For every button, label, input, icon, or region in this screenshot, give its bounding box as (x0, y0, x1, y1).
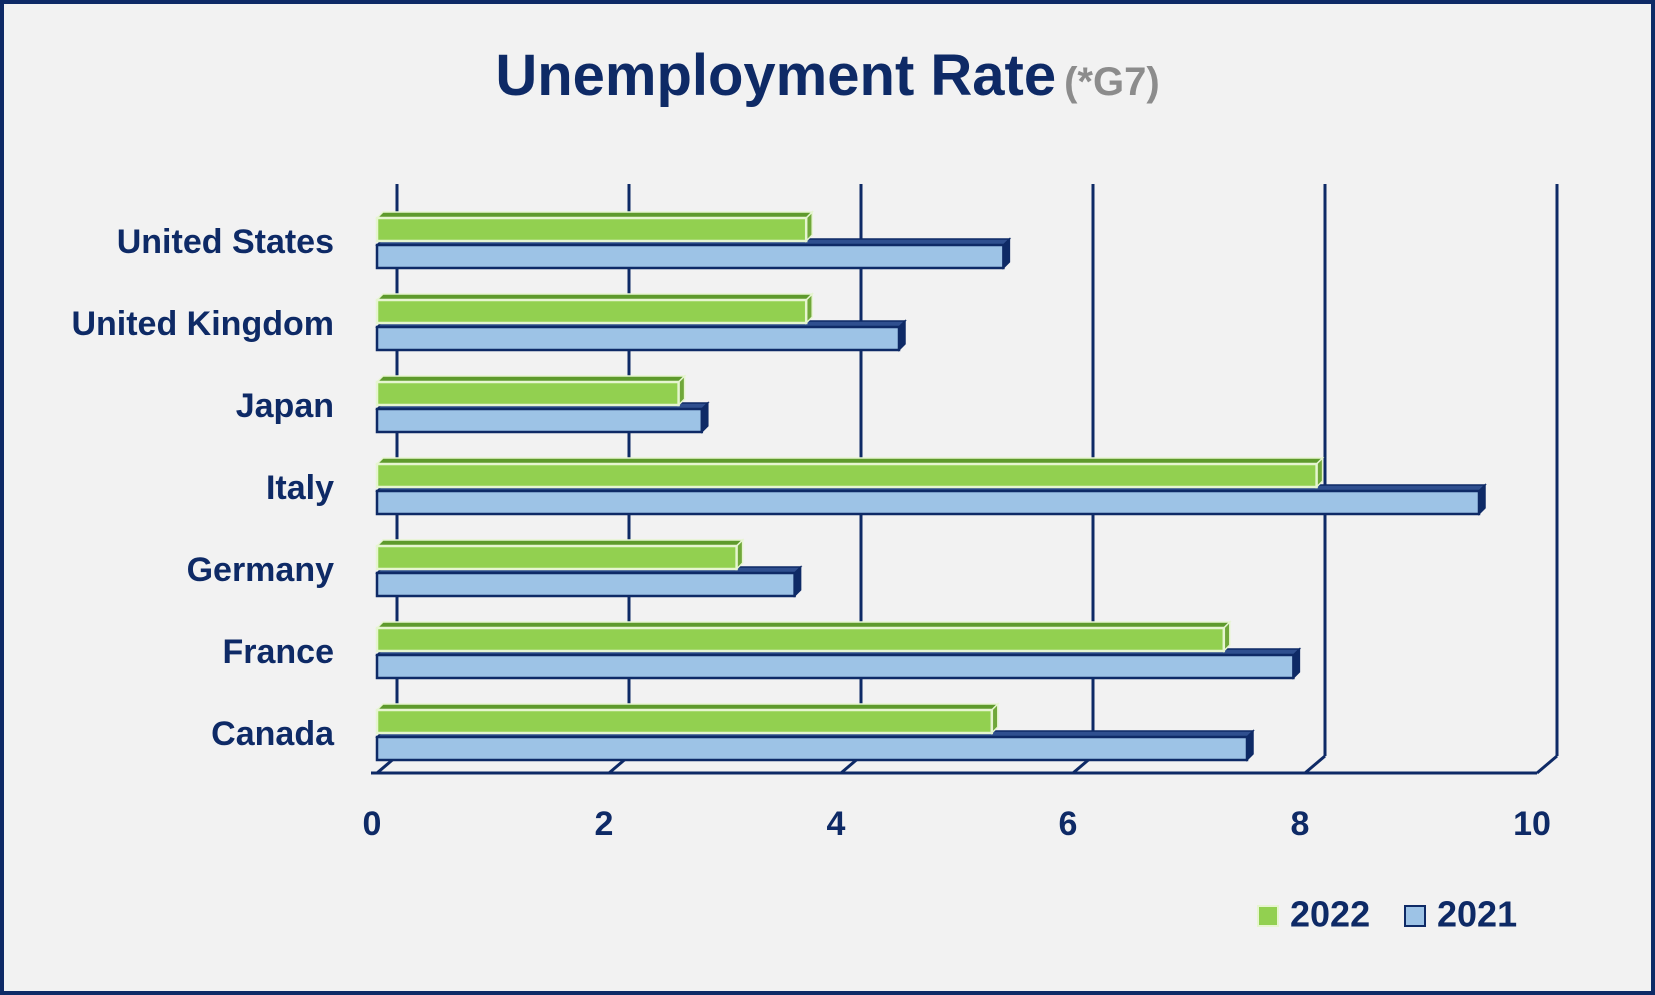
category-label: Canada (211, 715, 335, 753)
category-label: United Kingdom (71, 305, 334, 343)
legend-label: 2022 (1290, 894, 1370, 935)
floor-tick (1536, 754, 1558, 775)
bar-2021-france (375, 647, 1302, 680)
bar-2022-france (375, 620, 1232, 653)
x-tick-label: 0 (363, 805, 382, 843)
bar-2022-italy (375, 456, 1325, 489)
category-label: Italy (266, 469, 334, 507)
category-label: France (223, 633, 335, 671)
bar-2022-united-kingdom (375, 292, 815, 325)
legend-swatch (1257, 905, 1279, 927)
chart-title: Unemployment Rate (*G7) (0, 42, 1655, 109)
bar-2021-japan (375, 401, 710, 434)
x-tick-labels: 0 2 4 6 8 10 (363, 805, 1551, 843)
bars (375, 210, 1487, 762)
legend-label: 2021 (1437, 894, 1517, 935)
legend-item: 2022 (1257, 894, 1370, 935)
bar-2021-canada (375, 729, 1255, 762)
x-tick-label: 6 (1059, 805, 1078, 843)
chart-title-main: Unemployment Rate (495, 43, 1057, 108)
bar-2021-united-kingdom (375, 319, 907, 352)
x-tick-label: 8 (1291, 805, 1310, 843)
bar-2022-japan (375, 374, 687, 407)
bar-2021-germany (375, 565, 803, 598)
bar-2021-italy (375, 483, 1487, 516)
category-label: United States (117, 223, 334, 261)
chart-subtitle: (*G7) (1064, 60, 1160, 104)
floor-tick (1304, 754, 1326, 775)
x-tick-label: 10 (1513, 805, 1551, 843)
category-labels: United States United Kingdom Japan Italy Ger… (71, 223, 335, 753)
x-tick-label: 2 (595, 805, 614, 843)
legend-item: 2021 (1404, 894, 1517, 935)
category-label: Japan (236, 387, 334, 425)
bar-2022-canada (375, 702, 1000, 735)
legend-swatch (1404, 905, 1426, 927)
bar-2022-united-states (375, 210, 815, 243)
bar-2022-germany (375, 538, 745, 571)
x-tick-label: 4 (827, 805, 846, 843)
legend: 2022 2021 (1257, 894, 1517, 935)
category-label: Germany (187, 551, 334, 589)
bar-2021-united-states (375, 237, 1012, 270)
